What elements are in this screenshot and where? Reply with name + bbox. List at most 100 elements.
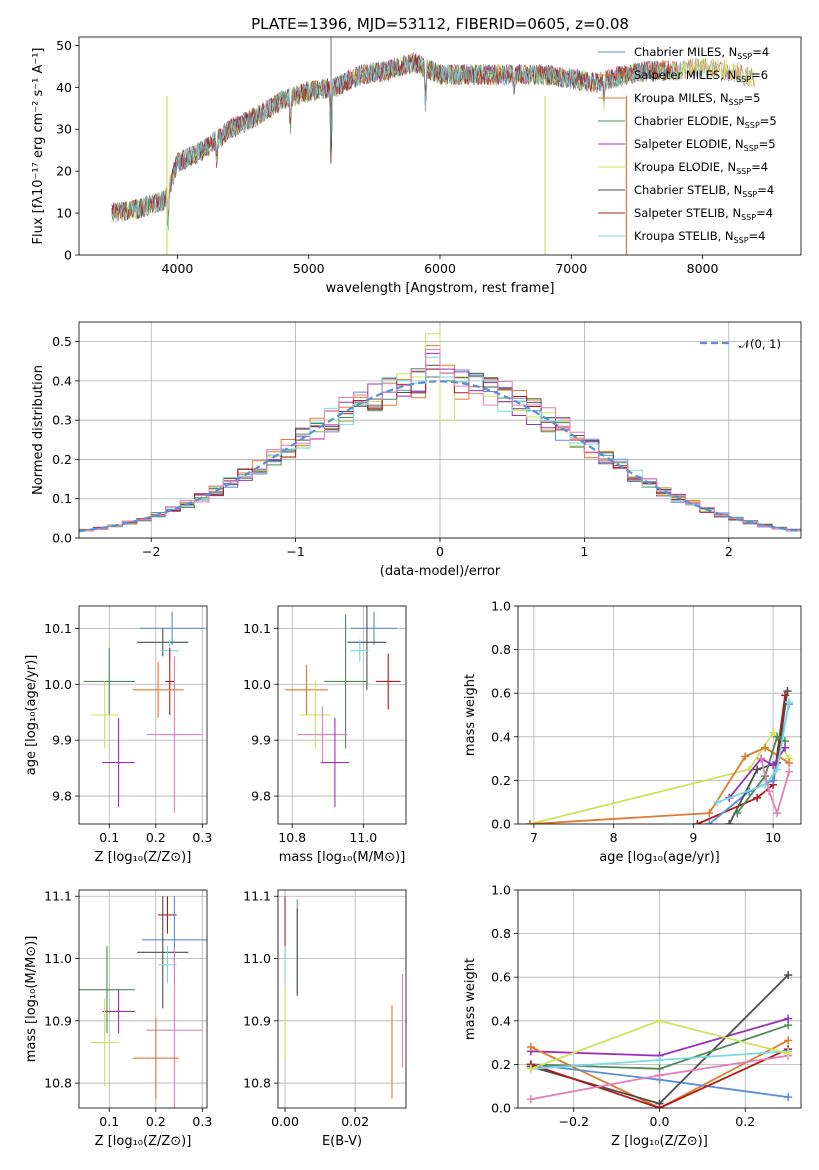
mass-weight-marker bbox=[769, 776, 778, 785]
mass-weight-marker bbox=[725, 820, 734, 824]
mass-vs-ebv-frame bbox=[277, 889, 407, 1109]
x-tick-label: 4000 bbox=[162, 261, 194, 276]
y-tick-label: 30 bbox=[56, 122, 72, 137]
age-vs-mass-frame bbox=[277, 605, 407, 825]
mass-weight-marker bbox=[773, 732, 782, 741]
age-vs-mass-panel: 10.8 11.0 9.8 9.9 10.0 10.1 mass [log₁₀(M/M⊙)] bbox=[243, 605, 407, 865]
mass-weight-marker bbox=[713, 798, 722, 807]
x-tick-label: 0.3 bbox=[192, 1114, 212, 1129]
mass-vs-Z-panel: 0.1 0.2 0.3 10.8 10.9 11.0 11.1 Z [log₁₀(Z/Z⊙)]… bbox=[24, 889, 212, 1149]
mass-weight-marker bbox=[773, 765, 782, 774]
mass-vs-ebv-panel: 0.00 0.02 10.8 10.9 11.0 11.1 E(B-V) bbox=[243, 889, 407, 1149]
y-tick-label: 0.2 bbox=[491, 1057, 511, 1072]
spectrum-plot-area bbox=[111, 37, 755, 255]
y-tick-label: 9.8 bbox=[251, 789, 271, 804]
spectrum-series-line bbox=[111, 53, 672, 227]
mass-weight-marker bbox=[769, 728, 778, 737]
mass-weight-marker bbox=[526, 1042, 535, 1051]
x-tick-label: 6000 bbox=[424, 261, 456, 276]
mass-weight-marker bbox=[705, 820, 714, 824]
residuals-plot-area bbox=[79, 333, 801, 533]
x-tick-label: 1 bbox=[580, 544, 588, 559]
age-vs-Z-panel: 0.1 0.2 0.3 9.8 9.9 10.0 10.1 Z [log₁₀(Z/Z⊙)] ag… bbox=[24, 605, 212, 865]
y-tick-label: 1.0 bbox=[491, 883, 511, 898]
massweight-vs-age-panel: 7 8 9 10 0.0 0.2 0.4 0.6 0.8 1.0 age [log₁₀(age/yr… bbox=[463, 599, 802, 865]
legend-entry: Kroupa ELODIE, NSSP=4 bbox=[634, 160, 768, 176]
mass-weight-marker bbox=[783, 687, 792, 696]
mass-weight-marker bbox=[526, 1064, 535, 1073]
legend-entry: Chabrier STELIB, NSSP=4 bbox=[634, 183, 774, 199]
x-tick-label: 5000 bbox=[293, 261, 325, 276]
x-tick-label: 0.1 bbox=[99, 830, 119, 845]
x-axis-label: wavelength [Angstrom, rest frame] bbox=[326, 281, 555, 296]
y-tick-label: 10 bbox=[56, 206, 72, 221]
y-tick-label: 10.8 bbox=[243, 1076, 271, 1091]
errorbar-point bbox=[285, 664, 328, 715]
mass-weight-marker bbox=[655, 1016, 664, 1025]
y-tick-label: 11.0 bbox=[243, 951, 271, 966]
mass-weight-marker bbox=[655, 1071, 664, 1080]
x-tick-label: 0.2 bbox=[146, 830, 166, 845]
massweight-vs-Z-panel: −0.2 0.0 0.2 0.0 0.2 0.4 0.6 0.8 1.0 Z [log₁₀(Z/Z… bbox=[463, 883, 802, 1149]
x-tick-label: 8 bbox=[610, 830, 618, 845]
mass-weight-marker bbox=[784, 1093, 793, 1102]
errorbar-point bbox=[158, 896, 177, 934]
y-axis-label: age [log₁₀(age/yr)] bbox=[24, 655, 39, 776]
mass-weight-marker bbox=[785, 697, 794, 706]
x-axis-label: Z [log₁₀(Z/Z⊙)] bbox=[95, 1134, 192, 1149]
y-tick-label: 0.2 bbox=[52, 452, 72, 467]
mass-weight-marker bbox=[781, 743, 790, 752]
mass-vs-Z-plot-area bbox=[79, 896, 207, 1108]
y-tick-label: 11.1 bbox=[243, 889, 271, 904]
errorbar-point bbox=[324, 614, 367, 749]
y-tick-label: 11.0 bbox=[44, 951, 72, 966]
legend-entry: Salpeter MILES, NSSP=6 bbox=[634, 68, 768, 84]
mass-weight-marker bbox=[526, 1095, 535, 1104]
massweight-vs-Z-plot-area bbox=[526, 971, 793, 1108]
y-tick-label: 0.4 bbox=[491, 729, 511, 744]
mass-weight-marker bbox=[784, 1021, 793, 1030]
x-axis-label: mass [log₁₀(M/M⊙)] bbox=[279, 850, 406, 865]
y-tick-label: 10.1 bbox=[243, 621, 271, 636]
histogram-step-series bbox=[79, 349, 801, 532]
y-tick-label: 9.9 bbox=[52, 733, 72, 748]
errorbar-point bbox=[102, 989, 135, 1034]
mass-weight-series-line bbox=[716, 701, 790, 804]
mass-weight-marker bbox=[655, 1104, 664, 1108]
errorbar-point bbox=[137, 896, 189, 1009]
x-tick-label: 0 bbox=[436, 544, 444, 559]
mass-weight-marker bbox=[784, 1049, 793, 1058]
y-tick-label: 0 bbox=[64, 248, 72, 263]
legend-entry: Salpeter ELODIE, NSSP=5 bbox=[634, 137, 776, 153]
mass-weight-marker bbox=[525, 820, 534, 824]
errorbar-point bbox=[79, 946, 135, 1034]
chart-title: PLATE=1396, MJD=53112, FIBERID=0605, z=0… bbox=[251, 15, 629, 33]
x-tick-label: 10 bbox=[765, 830, 781, 845]
y-tick-label: 0.0 bbox=[491, 1101, 511, 1116]
mass-weight-marker bbox=[733, 809, 742, 818]
y-tick-label: 10.9 bbox=[243, 1013, 271, 1028]
legend-entry: 𝒩(0, 1) bbox=[739, 337, 781, 351]
residuals-frame bbox=[78, 321, 802, 539]
mass-weight-marker bbox=[785, 758, 794, 767]
errorbar-point bbox=[350, 611, 398, 646]
errorbar-point bbox=[83, 647, 135, 715]
x-tick-label: 8000 bbox=[687, 261, 719, 276]
y-tick-label: 9.9 bbox=[251, 733, 271, 748]
errorbar-point bbox=[347, 606, 387, 690]
y-tick-label: 0.8 bbox=[491, 926, 511, 941]
y-tick-label: 1.0 bbox=[491, 599, 511, 614]
errorbar-point bbox=[375, 653, 401, 710]
mass-vs-ebv-plot-area bbox=[284, 896, 404, 1099]
normal-curve bbox=[79, 380, 801, 533]
x-axis-label: E(B-V) bbox=[322, 1134, 362, 1149]
errorbar-point bbox=[350, 639, 369, 662]
x-tick-label: −1 bbox=[286, 544, 304, 559]
y-tick-label: 0.3 bbox=[52, 413, 72, 428]
mass-weight-marker bbox=[761, 743, 770, 752]
mass-weight-series-line bbox=[736, 735, 786, 814]
errorbar-point bbox=[132, 661, 184, 718]
residuals-legend: 𝒩(0, 1) bbox=[700, 337, 781, 351]
x-tick-label: 2 bbox=[725, 544, 733, 559]
